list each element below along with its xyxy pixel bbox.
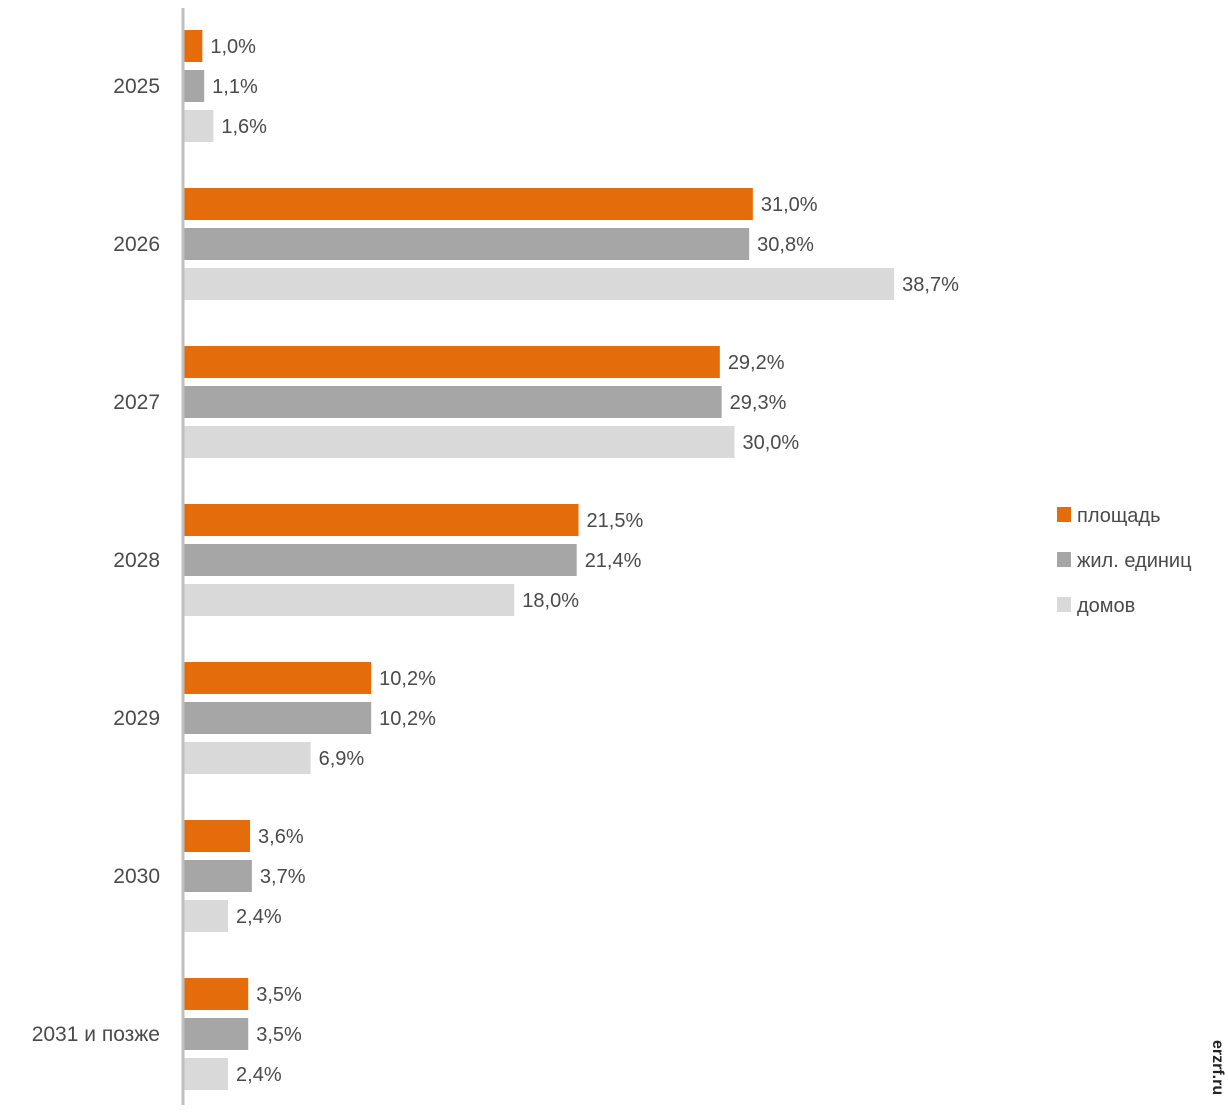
bar-6-3: [184, 900, 229, 932]
data-label-2-3: 38,7%: [902, 274, 959, 296]
category-label-2: 2026: [113, 233, 160, 256]
data-label-6-3: 2,4%: [236, 906, 282, 928]
data-label-1-1: 1,0%: [210, 36, 256, 58]
category-label-5: 2029: [113, 707, 160, 730]
bar-7-1: [184, 978, 249, 1010]
data-label-7-1: 3,5%: [256, 984, 302, 1006]
category-label-1: 2025: [113, 75, 160, 98]
legend-swatch-2: [1057, 552, 1071, 567]
data-label-1-2: 1,1%: [212, 76, 258, 98]
bar-7-2: [184, 1018, 249, 1050]
bar-1-3: [184, 110, 214, 142]
bar-2-1: [184, 188, 753, 220]
bar-5-3: [184, 742, 311, 774]
data-label-5-2: 10,2%: [379, 708, 436, 730]
data-label-4-2: 21,4%: [585, 550, 642, 572]
bar-1-1: [184, 30, 203, 62]
data-label-3-3: 30,0%: [743, 432, 800, 454]
bar-3-3: [184, 426, 735, 458]
data-label-1-3: 1,6%: [221, 116, 267, 138]
data-label-6-2: 3,7%: [260, 866, 306, 888]
legend-label-2: жил. единиц: [1077, 550, 1192, 572]
bar-6-2: [184, 860, 252, 892]
data-label-5-3: 6,9%: [319, 748, 365, 770]
data-label-7-3: 2,4%: [236, 1064, 282, 1086]
bar-4-2: [184, 544, 577, 576]
category-label-3: 2027: [113, 391, 160, 414]
data-label-2-1: 31,0%: [761, 194, 818, 216]
data-label-3-1: 29,2%: [728, 352, 785, 374]
bar-1-2: [184, 70, 205, 102]
data-label-7-2: 3,5%: [256, 1024, 302, 1046]
category-label-6: 2030: [113, 865, 160, 888]
bar-3-2: [184, 386, 722, 418]
watermark: erzrf.ru: [1209, 1040, 1226, 1095]
bar-5-2: [184, 702, 372, 734]
bar-7-3: [184, 1058, 229, 1090]
data-label-4-1: 21,5%: [587, 510, 644, 532]
legend-swatch-1: [1057, 507, 1071, 522]
data-label-4-3: 18,0%: [522, 590, 579, 612]
bar-5-1: [184, 662, 372, 694]
bar-2-3: [184, 268, 895, 300]
category-label-4: 2028: [113, 549, 160, 572]
data-label-2-2: 30,8%: [757, 234, 814, 256]
bar-4-3: [184, 584, 515, 616]
bar-4-1: [184, 504, 579, 536]
category-label-7: 2031 и позже: [32, 1023, 160, 1046]
legend-swatch-3: [1057, 597, 1071, 612]
data-label-3-2: 29,3%: [730, 392, 787, 414]
legend-label-1: площадь: [1077, 505, 1161, 527]
legend-label-3: домов: [1077, 595, 1135, 617]
data-label-6-1: 3,6%: [258, 826, 304, 848]
bar-6-1: [184, 820, 251, 852]
data-label-5-1: 10,2%: [379, 668, 436, 690]
bar-2-2: [184, 228, 750, 260]
legend: площадь жил. единиц домов: [1057, 505, 1192, 617]
bar-3-1: [184, 346, 720, 378]
